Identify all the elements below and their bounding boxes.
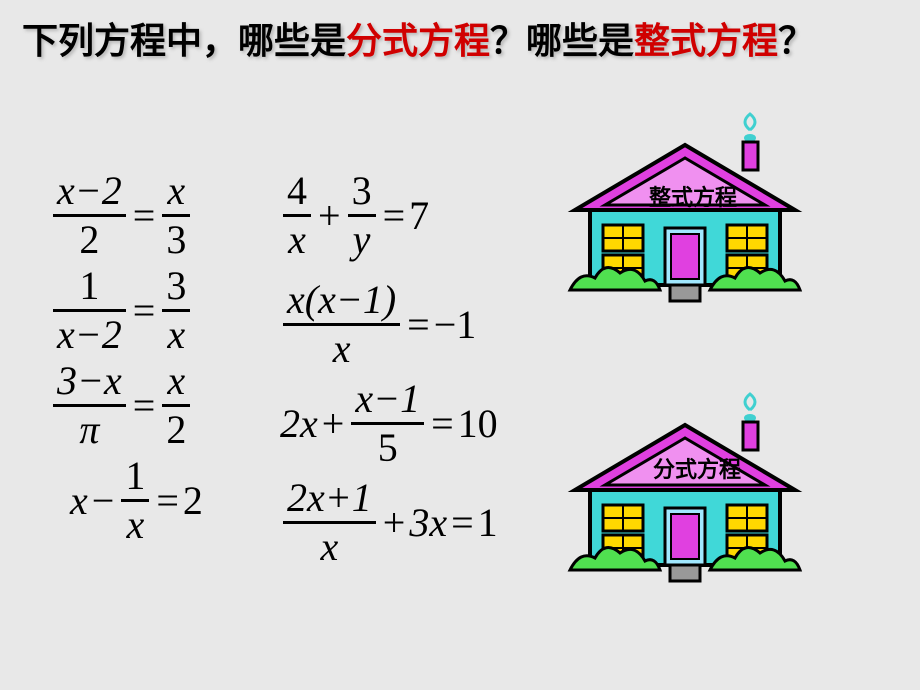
eq24-rhs: 1 (478, 499, 498, 546)
equals-sign: = (133, 287, 156, 334)
equation-2-2: x(x−1) x = −1 (280, 280, 560, 369)
eq21-den1: x (284, 220, 310, 260)
eq2-den2: x (163, 315, 189, 355)
eq23-pre: 2x (280, 400, 318, 447)
eq23-den: 5 (374, 428, 402, 468)
header-hl2: 整式方程 (634, 21, 778, 61)
equations-column-1: x−22 = x3 1x−2 = 3x 3−xπ = x2 x − 1x = 2 (50, 165, 280, 551)
plus-sign: + (322, 400, 345, 447)
eq1-num2: x (163, 171, 189, 211)
header-hl1: 分式方程 (346, 21, 490, 61)
header-mid: ？哪些是 (490, 21, 634, 61)
minus-sign: − (92, 477, 115, 524)
eq1-num1: x−2 (53, 171, 126, 211)
plus-sign: + (383, 499, 406, 546)
plus-sign: + (318, 192, 341, 239)
house-2-label: 分式方程 (627, 452, 767, 484)
eq24-num: 2x+1 (283, 478, 376, 518)
eq22-num: x(x−1) (283, 280, 400, 320)
eq3-den2: 2 (162, 410, 190, 450)
eq23-rhs: 10 (458, 400, 498, 447)
eq24-den: x (316, 527, 342, 567)
equations-column-2: 4x + 3y = 7 x(x−1)x = −1 2x + x−15 = 10 … (280, 165, 560, 573)
eq3-num2: x (163, 361, 189, 401)
eq4-pre: x (70, 477, 88, 524)
equals-sign: = (431, 400, 454, 447)
equation-1-4: x − 1x = 2 (70, 456, 280, 545)
equals-sign: = (383, 192, 406, 239)
eq21-num2: 3 (348, 171, 376, 211)
equation-1-3: 3−x π = x 2 (50, 361, 280, 450)
equals-sign: = (451, 499, 474, 546)
eq21-den2: y (349, 220, 375, 260)
eq23-num: x−1 (351, 379, 424, 419)
eq4-rhs: 2 (183, 477, 203, 524)
header-pre1: 下列方程中，哪些是 (22, 21, 346, 61)
eq2-num1: 1 (75, 266, 103, 306)
equation-2-3: 2x + x−1 5 = 10 (280, 379, 560, 468)
eq1-den1: 2 (75, 220, 103, 260)
question-header: 下列方程中，哪些是分式方程？哪些是整式方程？ (22, 18, 890, 65)
equals-sign: = (133, 382, 156, 429)
header-post: ？ (778, 21, 814, 61)
equals-sign: = (133, 192, 156, 239)
house-fractional-equations: 分式方程 (555, 390, 815, 610)
eq22-rhs: −1 (434, 301, 477, 348)
house-integer-equations: 整式方程 (555, 110, 815, 330)
equals-sign: = (156, 477, 179, 524)
eq3-num1: 3−x (53, 361, 126, 401)
house-icon (555, 390, 815, 610)
house-icon (555, 110, 815, 330)
eq4-num: 1 (121, 456, 149, 496)
equals-sign: = (407, 301, 430, 348)
equation-1-1: x−2 2 = x 3 (50, 171, 280, 260)
eq21-num1: 4 (283, 171, 311, 211)
eq3-den1: π (75, 410, 103, 450)
eq24-mid: 3x (409, 499, 447, 546)
eq4-den: x (122, 505, 148, 545)
eq2-den1: x−2 (53, 315, 126, 355)
equation-2-4: 2x+1 x + 3x = 1 (280, 478, 560, 567)
eq21-rhs: 7 (409, 192, 429, 239)
eq1-den2: 3 (162, 220, 190, 260)
eq2-num2: 3 (162, 266, 190, 306)
house-1-label: 整式方程 (623, 180, 763, 212)
eq22-den: x (329, 329, 355, 369)
equation-1-2: 1 x−2 = 3 x (50, 266, 280, 355)
equation-2-1: 4 x + 3 y = 7 (280, 171, 560, 260)
